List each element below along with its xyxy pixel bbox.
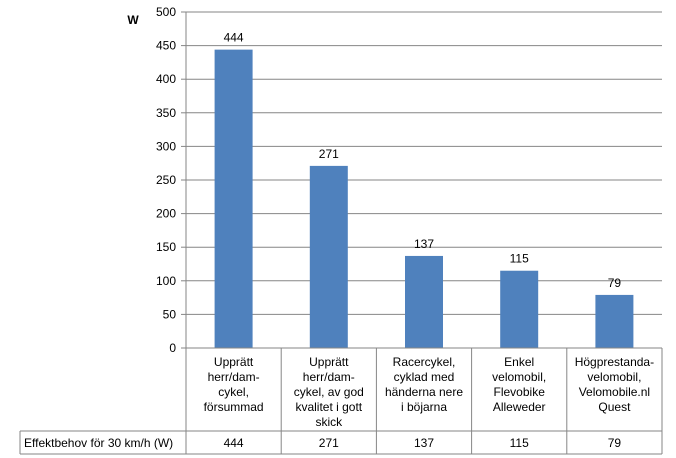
category-label-line: herr/dam- (303, 370, 355, 384)
table-series-name: Effektbehov för 30 km/h (W) (24, 436, 173, 450)
category-label-line: händerna nere (385, 385, 463, 399)
table-value: 271 (319, 436, 339, 450)
category-label: Upprätt herr/dam-cykel, försummad (204, 355, 264, 414)
category-label-line: i böjarna (401, 400, 447, 414)
category-label: Högprestanda-velomobil, Velomobile.nl Ques… (575, 355, 654, 414)
category-label-line: cyklad med (394, 370, 455, 384)
bar (214, 49, 253, 349)
y-tick-label: 100 (156, 274, 176, 288)
data-label: 271 (319, 147, 339, 161)
category-label-line: Alleweder (493, 400, 546, 414)
data-label: 137 (414, 237, 434, 251)
bar (309, 165, 348, 348)
y-tick-label: 0 (169, 341, 176, 355)
category-label-line: kvalitet i gott (295, 400, 362, 414)
category-label: Upprätt herr/dam-cykel, av god kvalitet i … (294, 355, 364, 429)
category-label-line: cykel, av god (294, 385, 364, 399)
bar (595, 294, 634, 348)
table-value: 444 (224, 436, 244, 450)
category-label: Enkel velomobil, Flevobike Alleweder (492, 355, 546, 414)
table-value: 137 (414, 436, 434, 450)
bar (405, 255, 443, 348)
bar (500, 270, 539, 348)
data-label: 444 (224, 31, 244, 45)
y-tick-label: 450 (156, 39, 176, 53)
y-axis-label: W (127, 13, 139, 27)
category-label-line: Upprätt (214, 355, 254, 369)
category-label-line: Velomobile.nl (579, 385, 650, 399)
y-tick-label: 350 (156, 106, 176, 120)
category-label-line: försummad (204, 400, 264, 414)
category-label-line: Racercykel, (393, 355, 456, 369)
y-tick-label: 400 (156, 72, 176, 86)
table-value: 115 (510, 436, 529, 450)
category-label-line: velomobil, (492, 370, 546, 384)
y-tick-label: 150 (156, 240, 176, 254)
category-label-line: Högprestanda- (575, 355, 654, 369)
y-tick-label: 50 (163, 307, 177, 321)
category-label-line: skick (315, 415, 343, 429)
category-label-line: cykel, (218, 385, 249, 399)
category-label-line: velomobil, (587, 370, 641, 384)
category-label-line: Enkel (504, 355, 534, 369)
y-tick-label: 500 (156, 5, 176, 19)
category-label-line: Upprätt (309, 355, 349, 369)
y-tick-label: 250 (156, 173, 176, 187)
category-label: Racercykel, cyklad med händerna nere i böja… (385, 355, 463, 414)
category-label-line: Quest (598, 400, 631, 414)
category-label-line: Flevobike (494, 385, 546, 399)
data-label: 79 (608, 276, 622, 290)
category-label-line: herr/dam- (208, 370, 260, 384)
data-label: 115 (510, 252, 529, 266)
y-tick-label: 200 (156, 207, 176, 221)
table-value: 79 (608, 436, 622, 450)
y-tick-label: 300 (156, 139, 176, 153)
